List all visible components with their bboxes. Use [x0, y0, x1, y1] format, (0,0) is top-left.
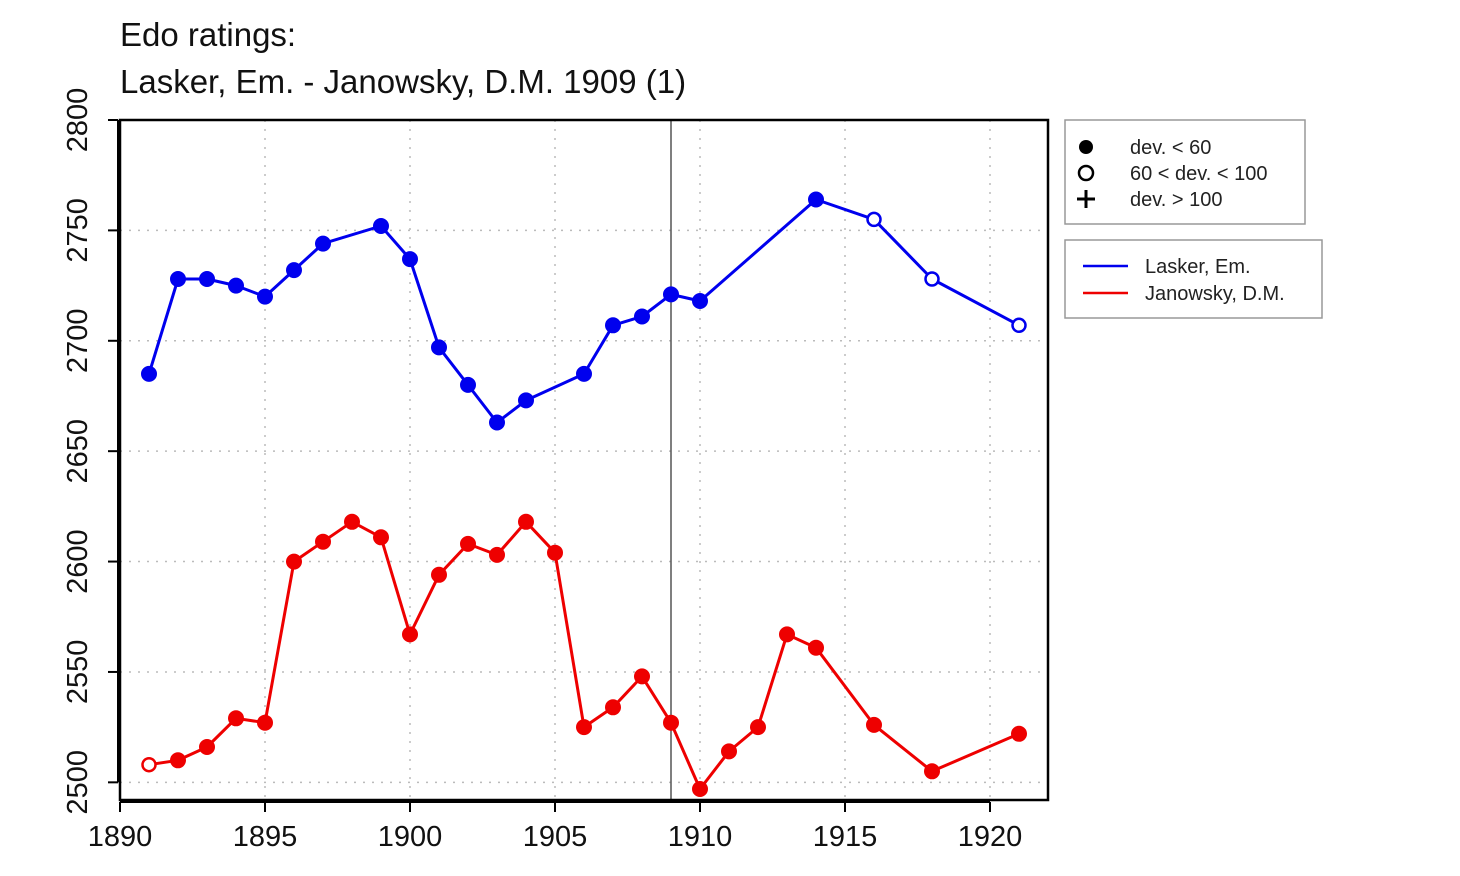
data-point [808, 191, 824, 208]
data-point [808, 639, 824, 656]
data-point [373, 218, 389, 234]
data-point [750, 719, 766, 736]
data-point [663, 714, 679, 731]
symbol-legend-label: dev. < 60 [1130, 137, 1211, 159]
data-point [634, 668, 650, 685]
data-point [257, 288, 273, 305]
series-legend-label: Lasker, Em. [1145, 256, 1251, 278]
data-point [489, 546, 505, 563]
data-point [170, 271, 186, 287]
y-tick-label: 2800 [62, 88, 94, 153]
series-janowsky [141, 513, 1027, 797]
data-point [1011, 317, 1027, 334]
open-circle-icon [1077, 164, 1095, 182]
data-point [866, 211, 882, 228]
symbol-legend: dev. < 60 60 < dev. < 100 dev. > 100 [1064, 119, 1306, 225]
data-point [692, 781, 708, 797]
y-tick-label: 2500 [62, 750, 94, 815]
data-point [344, 513, 360, 530]
data-point [489, 414, 505, 431]
x-tick-label: 1920 [958, 821, 1023, 853]
data-point [518, 513, 534, 530]
data-point [228, 277, 244, 294]
data-point [924, 271, 940, 287]
symbol-legend-label: 60 < dev. < 100 [1130, 163, 1268, 185]
data-point [373, 529, 389, 546]
data-point [1011, 725, 1027, 742]
data-point [228, 710, 244, 727]
chart-title-line-1: Edo ratings: [120, 16, 296, 53]
data-point [605, 317, 621, 334]
x-tick-label: 1915 [813, 821, 878, 853]
data-point [547, 544, 563, 561]
data-point [315, 235, 331, 252]
filled-circle-icon [1079, 140, 1093, 154]
y-tick-label: 2700 [62, 309, 94, 374]
data-point [779, 626, 795, 643]
data-point [605, 699, 621, 716]
y-tick-label: 2750 [62, 198, 94, 263]
data-point [170, 752, 186, 769]
data-point [199, 271, 215, 287]
series-legend: Lasker, Em. Janowsky, D.M. [1064, 239, 1323, 319]
data-point [721, 743, 737, 760]
data-point [402, 251, 418, 268]
series-layer [141, 191, 1027, 797]
x-tick-label: 1890 [88, 821, 153, 853]
chart-title-line-2: Lasker, Em. - Janowsky, D.M. 1909 (1) [120, 63, 686, 100]
data-point [576, 365, 592, 382]
data-point [257, 714, 273, 731]
series-legend-box [1064, 239, 1323, 319]
symbol-legend-box [1064, 119, 1306, 225]
series-lasker [141, 191, 1027, 431]
data-point [402, 626, 418, 643]
plus-icon [1077, 190, 1095, 208]
data-point [866, 716, 882, 733]
data-point [431, 566, 447, 583]
data-point [576, 719, 592, 736]
x-tick-label: 1910 [668, 821, 733, 853]
data-point [315, 533, 331, 550]
data-point [286, 553, 302, 570]
data-point [199, 739, 215, 755]
y-axis: 2500 2550 2600 2650 2700 2750 2800 [62, 88, 119, 815]
series-line [147, 198, 1020, 424]
y-tick-label: 2550 [62, 640, 94, 705]
x-axis: 1890 1895 1900 1905 1910 1915 1920 [88, 801, 1023, 853]
series-line [148, 520, 1020, 791]
data-point [518, 392, 534, 409]
x-tick-label: 1905 [523, 821, 588, 853]
data-point [924, 763, 940, 780]
data-point [692, 293, 708, 309]
data-point [431, 339, 447, 356]
grid-lines [120, 120, 1048, 800]
y-tick-label: 2600 [62, 529, 94, 594]
plot-frame [118, 118, 1050, 802]
x-tick-label: 1900 [378, 821, 443, 853]
data-point [460, 535, 476, 552]
data-point [663, 286, 679, 303]
chart-title: Edo ratings: Lasker, Em. - Janowsky, D.M… [120, 16, 686, 100]
data-point [286, 262, 302, 279]
data-point [141, 365, 157, 382]
data-point [141, 756, 157, 773]
data-point [634, 308, 650, 325]
data-point [460, 376, 476, 393]
series-legend-label: Janowsky, D.M. [1145, 283, 1285, 305]
x-tick-label: 1895 [233, 821, 298, 853]
symbol-legend-label: dev. > 100 [1130, 189, 1222, 211]
y-tick-label: 2650 [62, 419, 94, 484]
